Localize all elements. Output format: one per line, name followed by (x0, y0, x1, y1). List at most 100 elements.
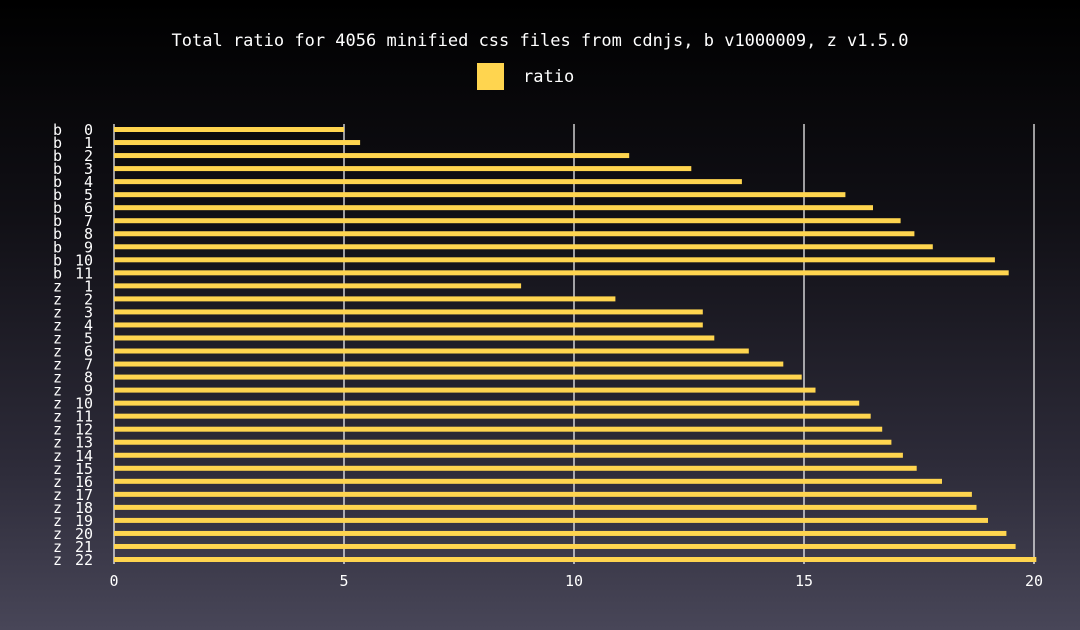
bar (114, 439, 892, 445)
x-tick-label: 10 (565, 572, 583, 590)
y-tick-label-prefix: z (53, 303, 62, 321)
y-tick-label-prefix: b (53, 186, 62, 204)
y-tick-label-prefix: z (53, 525, 62, 543)
y-tick-label-number: 7 (84, 212, 93, 230)
y-tick-label-prefix: z (53, 512, 62, 530)
y-tick-label-number: 15 (75, 460, 93, 478)
y-tick-label-number: 1 (84, 277, 93, 295)
y-tick-label-number: 2 (84, 290, 93, 308)
bar (114, 387, 816, 393)
y-tick-label: z 17 (53, 486, 93, 504)
bar (114, 257, 995, 263)
y-tick-label-prefix: z (53, 329, 62, 347)
bar (114, 557, 1037, 562)
y-tick-label-prefix: b (53, 264, 62, 282)
bar (114, 192, 846, 198)
y-tick-label: z 13 (53, 434, 93, 452)
y-tick-label-number: 4 (84, 316, 93, 334)
y-tick-label: z 22 (53, 551, 93, 569)
y-tick-label-prefix: z (53, 343, 62, 361)
bar (114, 166, 692, 172)
y-tick-label-number: 0 (84, 121, 93, 139)
legend: ratio (477, 63, 574, 90)
y-tick-label-prefix: z (53, 316, 62, 334)
bar (114, 491, 972, 497)
y-tick-label-number: 14 (75, 447, 93, 465)
y-tick-label-prefix: b (53, 173, 62, 191)
y-tick-label: z 12 (53, 421, 93, 439)
y-tick-label-prefix: z (53, 408, 62, 426)
bar (114, 244, 933, 250)
y-tick-label: b 10 (53, 251, 93, 269)
y-tick-label-number: 10 (75, 251, 93, 269)
legend-swatch (477, 63, 504, 90)
y-tick-label-prefix: b (53, 147, 62, 165)
y-tick-label-prefix: z (53, 473, 62, 491)
y-tick-label-prefix: z (53, 395, 62, 413)
y-tick-label-number: 12 (75, 421, 93, 439)
y-tick-label: z 14 (53, 447, 93, 465)
y-tick-label-prefix: z (53, 356, 62, 374)
y-tick-label-number: 7 (84, 356, 93, 374)
y-tick-label-prefix: z (53, 551, 62, 569)
bar (114, 504, 977, 510)
bar (114, 270, 1009, 276)
y-tick-label: z 19 (53, 512, 93, 530)
y-tick-label-prefix: z (53, 447, 62, 465)
y-tick-label-number: 4 (84, 173, 93, 191)
y-tick-label: z 16 (53, 473, 93, 491)
y-tick-label-prefix: z (53, 434, 62, 452)
y-tick-label: z 15 (53, 460, 93, 478)
y-tick-label-number: 10 (75, 395, 93, 413)
y-tick-label-number: 21 (75, 538, 93, 556)
bar (114, 218, 901, 224)
y-tick-label-prefix: z (53, 382, 62, 400)
y-tick-label-prefix: z (53, 277, 62, 295)
y-tick-label-prefix: b (53, 225, 62, 243)
gridlines (113, 124, 1035, 564)
y-tick-label-prefix: z (53, 499, 62, 517)
y-tick-label-number: 5 (84, 329, 93, 347)
x-tick-label: 0 (109, 572, 118, 590)
bar (114, 335, 715, 341)
y-tick-label: z 21 (53, 538, 93, 556)
y-tick-label-prefix: z (53, 290, 62, 308)
y-tick-label-number: 9 (84, 382, 93, 400)
x-tick-label: 20 (1025, 572, 1043, 590)
y-tick-label-prefix: b (53, 134, 62, 152)
bar (114, 465, 917, 471)
x-axis-labels: 0 5 10 15 20 (109, 572, 1043, 590)
bar (114, 426, 883, 432)
bar (114, 517, 988, 523)
chart-title: Total ratio for 4056 minified css files … (172, 31, 909, 51)
bar (114, 452, 903, 458)
y-tick-label: z 11 (53, 408, 93, 426)
y-tick-label-prefix: b (53, 251, 62, 269)
y-tick-label: b 11 (53, 264, 93, 282)
bar (114, 231, 915, 237)
x-tick-label: 15 (795, 572, 813, 590)
bars (114, 127, 1037, 562)
bar (114, 179, 742, 185)
bar (114, 140, 361, 146)
y-tick-label-number: 18 (75, 499, 93, 517)
y-tick-label: z 18 (53, 499, 93, 517)
y-tick-label-number: 8 (84, 225, 93, 243)
y-tick-label-prefix: b (53, 121, 62, 139)
x-tick-label: 5 (339, 572, 348, 590)
y-tick-label-prefix: b (53, 160, 62, 178)
bar (114, 361, 784, 367)
